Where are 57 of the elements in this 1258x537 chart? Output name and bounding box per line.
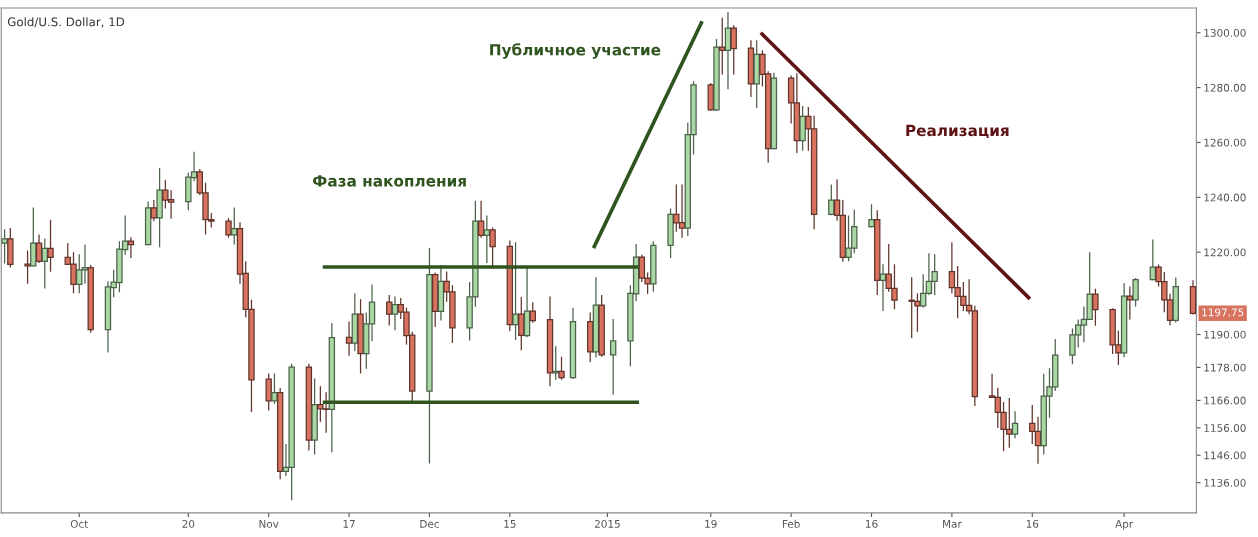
x-tick-label: 15 <box>504 520 516 528</box>
x-tick-label: 16 <box>866 519 878 528</box>
x-tick-label: Mar <box>943 520 962 528</box>
candlestick <box>477 200 485 239</box>
candlestick <box>30 206 37 268</box>
text: 1197.75 <box>1202 308 1244 317</box>
candlestick <box>345 320 353 357</box>
candlestick <box>24 249 31 285</box>
candlestick <box>518 296 525 351</box>
x-tick-label: Oct <box>70 519 88 528</box>
candlestick <box>391 295 399 331</box>
x-tick-label: Nov <box>259 520 279 528</box>
text: Gold/U.S. Dollar, 1D <box>7 17 125 28</box>
y-tick-label: 1156.00 <box>1204 424 1246 432</box>
x-tick-label: 17 <box>343 520 355 528</box>
candlestick <box>558 356 565 381</box>
candlestick <box>512 241 519 341</box>
candlestick <box>719 17 726 76</box>
annotation: Реализация <box>906 124 1009 139</box>
x-tick-label: Dec <box>420 520 439 528</box>
x-tick-label: 19 <box>705 519 717 528</box>
candlestick <box>1132 277 1139 308</box>
y-tick-label: 1178.00 <box>1204 363 1246 372</box>
y-tick-label: 1260.00 <box>1204 138 1246 147</box>
candlestick <box>828 183 835 216</box>
x-tick-label: Apr <box>1115 520 1134 530</box>
candlestick <box>265 372 272 412</box>
y-tick-label: 1280.00 <box>1204 83 1246 92</box>
candlestick <box>271 372 278 405</box>
x-tick-label: 2015 <box>594 519 620 528</box>
y-tick-label: 1136.00 <box>1204 478 1246 487</box>
y-tick-label: 1240.00 <box>1204 193 1246 202</box>
y-tick-label: 1220.00 <box>1204 248 1246 257</box>
candlestick <box>868 203 875 229</box>
y-tick-label: 1146.00 <box>1204 451 1246 460</box>
candlestick <box>1126 285 1134 321</box>
x-tick-label: 16 <box>1026 519 1039 528</box>
candlestick <box>35 233 43 264</box>
candlestick <box>489 226 496 267</box>
candlestick <box>638 254 646 283</box>
candlestick <box>76 253 83 294</box>
candlestick <box>1011 410 1019 439</box>
candlestick <box>609 318 617 396</box>
candlestick <box>47 219 54 273</box>
candlestick <box>225 217 232 239</box>
y-tick-label: 1190.00 <box>1204 330 1246 339</box>
x-tick-label: 20 <box>182 519 195 528</box>
annotation: Публичное участие <box>490 43 661 59</box>
candlestick <box>730 24 737 76</box>
x-tick-label: Feb <box>782 519 800 528</box>
y-tick-label: 1166.00 <box>1204 396 1246 405</box>
candlestick <box>1092 288 1099 327</box>
candlestick <box>231 206 238 246</box>
candlestick <box>386 294 393 327</box>
candlestick <box>529 301 536 324</box>
y-tick-label: 1300.00 <box>1204 28 1246 37</box>
annotation: Фаза накопления <box>312 175 466 187</box>
